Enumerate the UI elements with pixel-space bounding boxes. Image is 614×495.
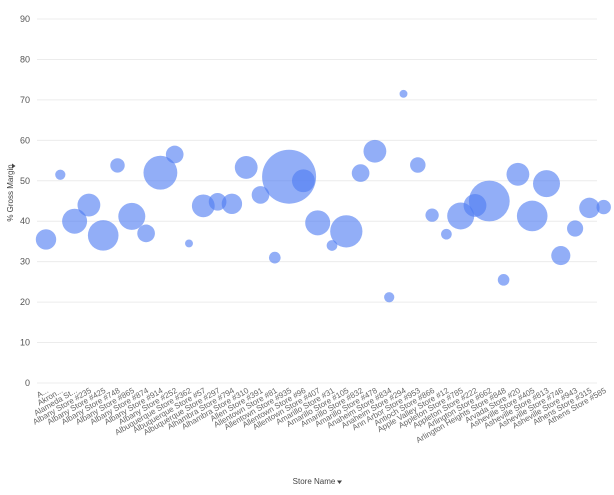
bubble-point[interactable] [185,239,193,248]
bubble-point[interactable] [441,228,452,240]
bubble-point[interactable] [551,246,571,266]
bubble-point[interactable] [399,89,408,98]
bubble-point[interactable] [567,220,584,237]
caret-down-icon[interactable] [12,163,16,169]
bubble-point[interactable] [533,170,560,198]
bubble-point[interactable] [506,162,530,186]
bubble-point[interactable] [87,220,119,251]
bubble-point[interactable] [268,251,281,264]
bubble-point[interactable] [579,197,600,219]
bubble-point[interactable] [425,208,439,222]
bubble-point[interactable] [463,194,487,217]
y-tick-label: 50 [20,176,30,186]
bubble-point[interactable] [118,202,146,230]
bubble-point[interactable] [143,155,178,190]
bubble-point[interactable] [497,274,510,286]
y-tick-label: 60 [20,135,30,145]
bubble-point[interactable] [62,208,88,234]
bubble-point[interactable] [35,229,57,250]
x-axis-title[interactable]: Store Name [293,477,336,486]
bubble-point[interactable] [137,224,155,243]
bubble-point[interactable] [596,199,611,215]
bubble-point[interactable] [516,200,548,232]
bubble-point[interactable] [410,157,426,173]
y-tick-label: 80 [20,54,30,64]
y-tick-label: 0 [25,378,30,388]
bubble-point[interactable] [384,292,395,303]
bubble-point[interactable] [77,193,101,217]
bubble-point[interactable] [234,156,258,179]
y-tick-label: 40 [20,216,30,226]
bubble-point[interactable] [326,240,338,251]
y-tick-label: 70 [20,95,30,105]
bubble-point[interactable] [363,139,387,163]
bubble-point[interactable] [291,169,315,193]
bubble-point[interactable] [165,145,184,164]
y-tick-label: 10 [20,338,30,348]
caret-down-icon[interactable] [337,480,342,485]
y-tick-label: 20 [20,297,30,307]
bubble-point[interactable] [351,164,370,182]
bubble-point[interactable] [305,210,331,236]
bubble-point[interactable] [221,193,243,215]
y-axis-title[interactable]: % Gross Margin [6,164,15,221]
bubble-point[interactable] [208,192,227,211]
bubble-point[interactable] [330,215,363,248]
y-tick-label: 90 [20,14,30,24]
bubble-point[interactable] [55,169,66,180]
y-tick-label: 30 [20,257,30,267]
bubble-point[interactable] [251,186,270,204]
bubble-point[interactable] [110,158,125,173]
